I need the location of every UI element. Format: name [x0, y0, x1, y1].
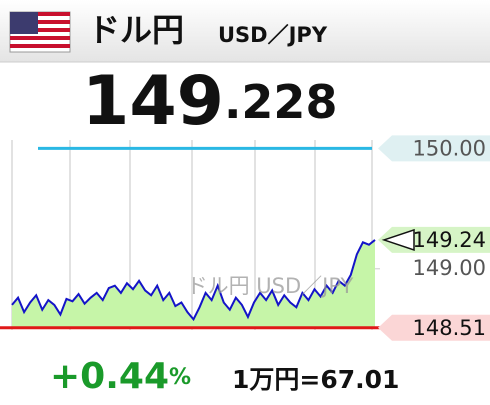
price-integer: 149: [82, 62, 224, 141]
y-tick-label: 149.00: [413, 256, 486, 280]
low-label: 148.51: [413, 316, 486, 340]
current-label: 149.24: [413, 228, 486, 252]
current-marker: [381, 228, 415, 251]
low-label-box: [378, 314, 490, 341]
conversion: 1万円=67.01: [232, 365, 399, 394]
watermark: ドル円 USD／JPY: [187, 274, 354, 298]
watermark-title: ドル円: [187, 274, 250, 298]
watermark-subtitle: USD／JPY: [256, 274, 353, 298]
title: ドル円: [88, 11, 184, 49]
high-label: 150.00: [413, 136, 486, 160]
subtitle: USD／JPY: [218, 23, 328, 47]
high-label-box: [378, 135, 490, 162]
change: +0.44%: [50, 356, 191, 397]
area: [12, 239, 375, 328]
vertical-grid: [11, 140, 373, 330]
price: 149.228: [82, 62, 337, 141]
change-unit: %: [169, 365, 191, 390]
price-decimal: .228: [224, 75, 338, 129]
line: [11, 239, 376, 322]
header-bar: [0, 0, 490, 62]
change-value: +0.44: [50, 356, 169, 397]
flag: [9, 11, 71, 53]
